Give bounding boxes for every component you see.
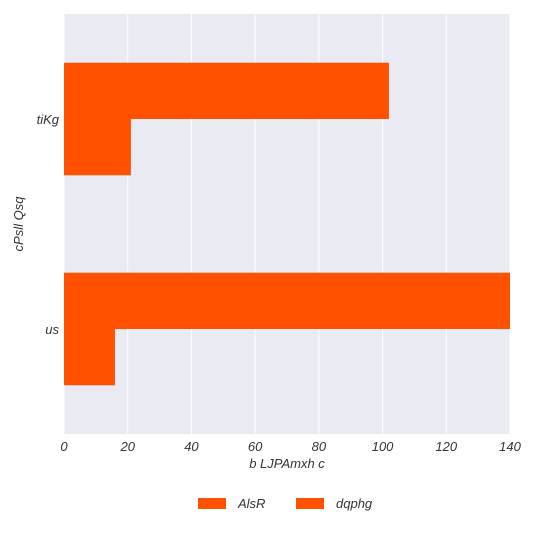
- x-tick-label: 60: [248, 439, 263, 454]
- y-axis-label: cPsll Qsq: [11, 196, 26, 252]
- bar-AlsR-tiKg: [64, 62, 389, 119]
- legend-swatch: [198, 498, 226, 509]
- bars: [64, 62, 510, 386]
- legend-swatch: [296, 498, 324, 509]
- x-axis-label: b LJPAmxh c: [249, 456, 325, 471]
- bar-dqphg-us: [64, 329, 115, 386]
- y-tick-label: tiKg: [37, 112, 60, 127]
- x-tick-label: 100: [372, 439, 394, 454]
- legend-label: dqphg: [336, 496, 373, 511]
- bar-dqphg-tiKg: [64, 119, 131, 176]
- x-tick-label: 140: [499, 439, 521, 454]
- x-tick-label: 0: [60, 439, 68, 454]
- x-tick-label: 40: [184, 439, 199, 454]
- axis-ticks: 0 20 40 60 80 100 120 140 tiKg us: [37, 112, 522, 454]
- legend-label: AlsR: [237, 496, 265, 511]
- x-tick-label: 20: [119, 439, 135, 454]
- bar-AlsR-us: [64, 272, 510, 329]
- legend: AlsR dqphg: [198, 496, 373, 511]
- y-tick-label: us: [45, 322, 59, 337]
- x-tick-label: 120: [435, 439, 457, 454]
- x-tick-label: 80: [312, 439, 327, 454]
